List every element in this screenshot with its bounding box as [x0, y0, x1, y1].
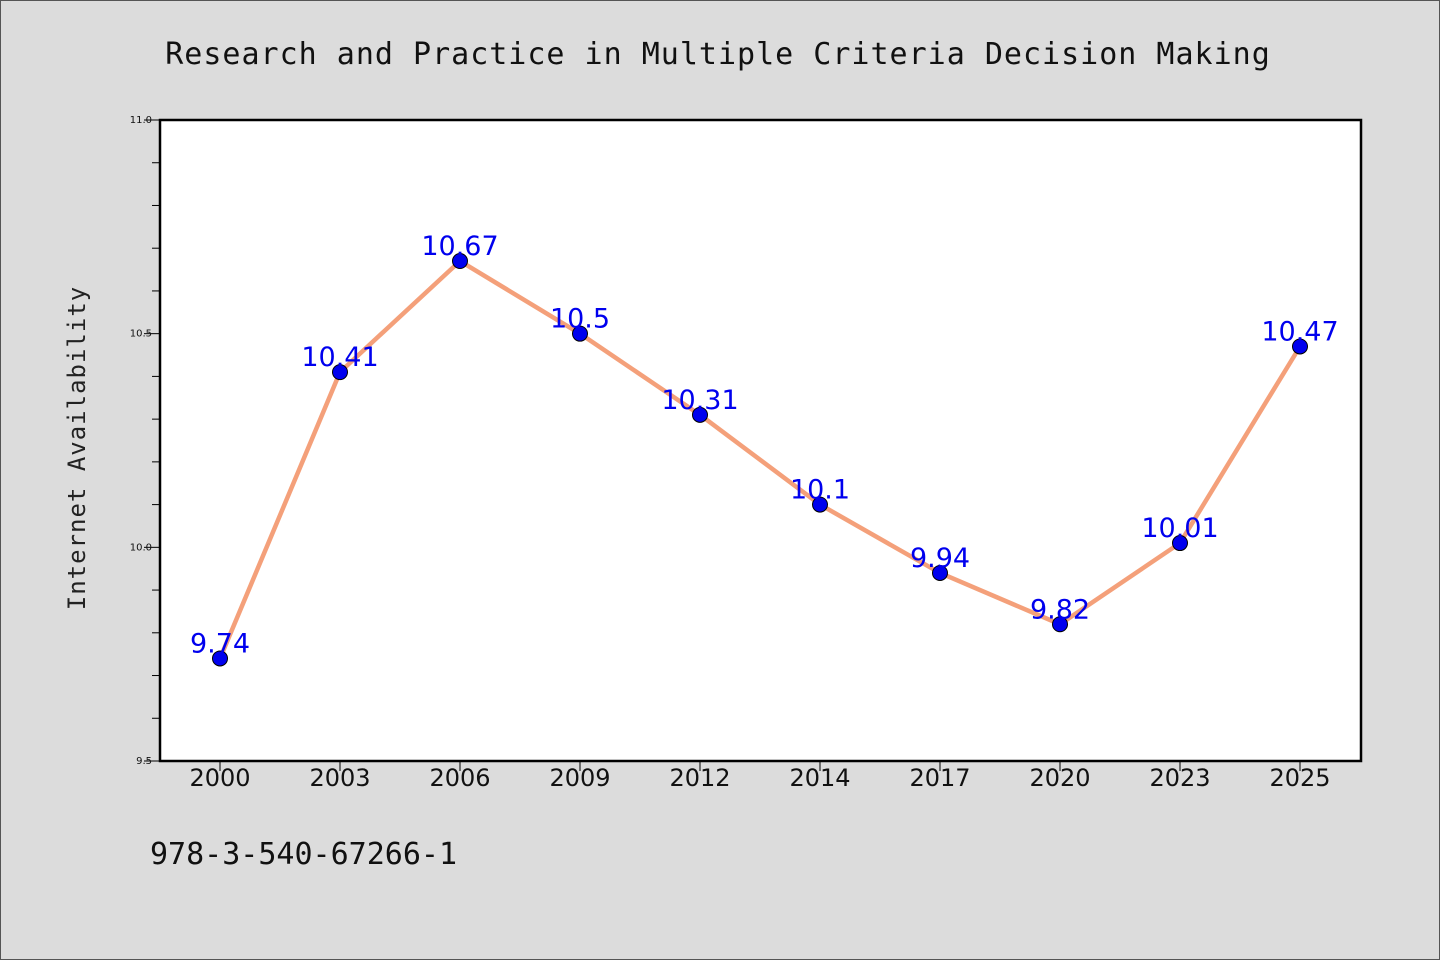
x-axis-ticks: 2000 2003 2006 2009 2012 2014 2017 2020 2023 2025 [189, 761, 1331, 792]
series-line [217, 258, 1302, 660]
x-tick-label: 2012 [669, 764, 730, 792]
data-point [812, 496, 828, 513]
data-label: 10.01 [1141, 513, 1218, 544]
x-tick-label: 2006 [429, 764, 490, 792]
data-point [212, 650, 228, 667]
data-label: 10.5 [550, 304, 610, 335]
x-tick-label: 2000 [189, 764, 250, 792]
x-tick-label: 2025 [1269, 764, 1330, 792]
y-tick-label: 10.5 [130, 329, 152, 340]
y-tick-label: 9.5 [136, 756, 152, 767]
data-label: 10.1 [790, 475, 850, 506]
data-label: 10.67 [421, 231, 498, 262]
x-tick-label: 2003 [309, 764, 370, 792]
y-axis-label: Internet Availability [63, 286, 91, 610]
y-tick-label: 10.0 [130, 542, 152, 553]
data-label: 10.31 [661, 385, 738, 416]
data-point [572, 325, 588, 342]
chart-title: Research and Practice in Multiple Criter… [165, 37, 1271, 72]
isbn-caption: 978-3-540-67266-1 [150, 837, 457, 872]
data-label: 10.47 [1261, 316, 1338, 347]
data-point [932, 564, 948, 581]
data-label: 9.94 [910, 543, 970, 574]
data-label: 10.41 [301, 342, 378, 373]
data-point [332, 364, 348, 381]
x-tick-label: 2014 [789, 764, 850, 792]
y-tick-label: 11.0 [130, 115, 152, 126]
plot-area [158, 118, 1363, 763]
data-label: 9.74 [190, 628, 250, 659]
data-labels: 9.74 10.41 10.67 10.5 10.31 10.1 9.94 9.82 10.01… [190, 231, 1339, 659]
y-axis-ticks: 9.5 10.0 10.5 11.0 [130, 115, 160, 767]
data-point [452, 253, 468, 270]
x-tick-label: 2009 [549, 764, 610, 792]
data-point [1172, 535, 1188, 552]
x-tick-label: 2017 [909, 764, 970, 792]
x-tick-label: 2020 [1029, 764, 1090, 792]
data-label: 9.82 [1030, 594, 1090, 625]
data-point [1292, 338, 1308, 355]
data-point [1052, 616, 1068, 633]
data-point [692, 406, 708, 423]
data-series [212, 253, 1308, 667]
x-tick-label: 2023 [1149, 764, 1210, 792]
